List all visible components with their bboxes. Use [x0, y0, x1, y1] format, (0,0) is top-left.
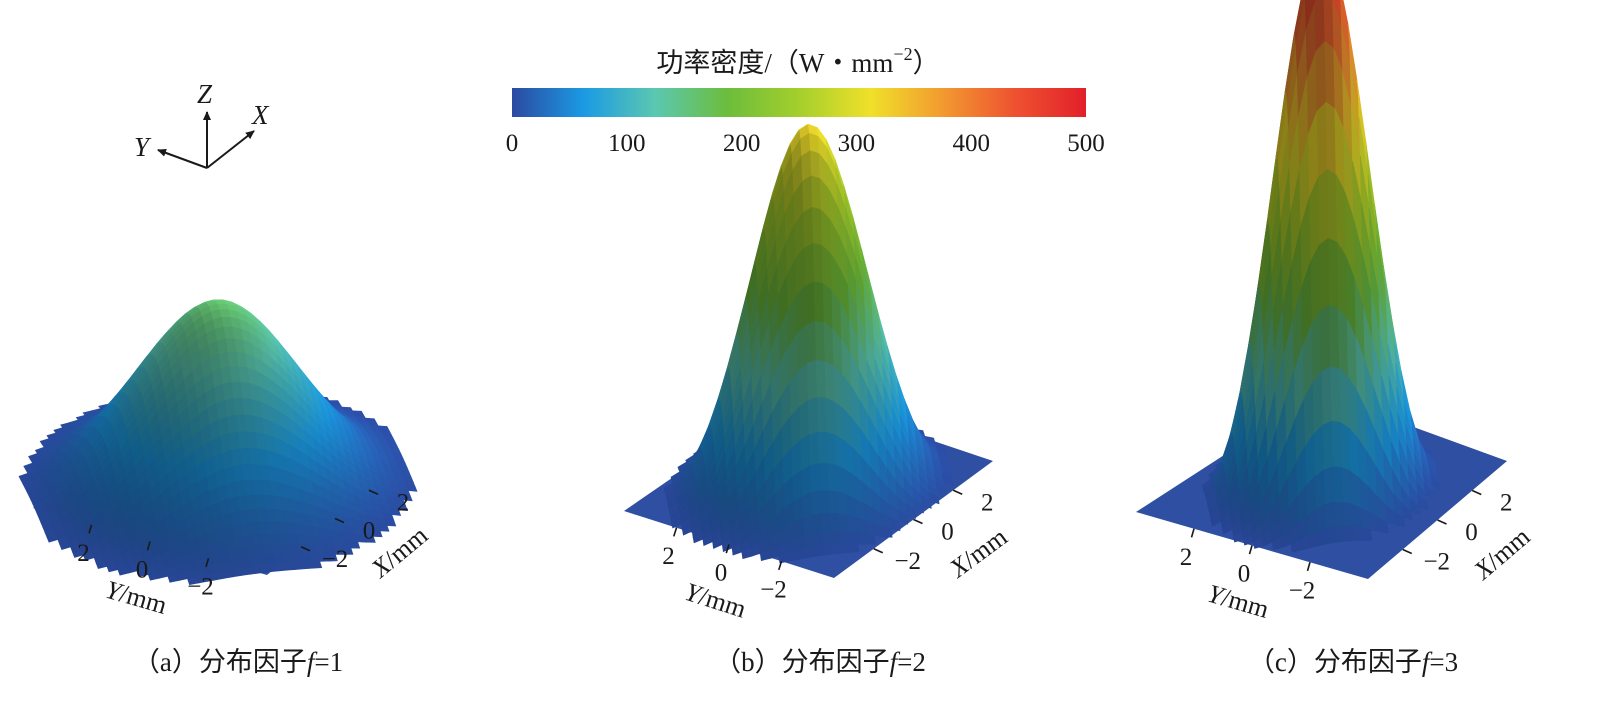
caption-c: （c）分布因子f=3 [1248, 647, 1458, 677]
x-tick-mark [334, 517, 345, 524]
x-tick-label: 0 [1465, 519, 1478, 546]
captions: （a）分布因子f=1 （b）分布因子f=2 （c）分布因子f=3 [133, 647, 1458, 677]
y-tick-mark [88, 524, 93, 534]
y-tick-label: 0 [715, 560, 728, 587]
y-axis-title: Y/mm [102, 575, 170, 620]
axis-x-label: X [251, 100, 270, 130]
x-tick-label: −2 [322, 546, 349, 573]
surface-mesh [18, 299, 418, 585]
colorbar-gradient [512, 88, 1086, 117]
x-tick-label: 2 [1500, 490, 1513, 517]
x-axis-title: X/mm [943, 522, 1012, 584]
axes-indicator: Z X Y [134, 79, 270, 169]
x-tick-label: 0 [363, 518, 376, 545]
y-tick-label: 0 [1238, 561, 1251, 588]
axis-y-label: Y [134, 132, 152, 162]
x-tick-mark [873, 548, 884, 554]
y-tick-mark [778, 561, 783, 571]
y-tick-mark [146, 541, 151, 551]
y-tick-mark [205, 558, 210, 568]
x-tick-label: 2 [397, 489, 410, 516]
colorbar-tick-label: 400 [952, 130, 990, 157]
y-tick-label: −2 [1289, 577, 1316, 604]
x-tick-mark [913, 518, 923, 525]
caption-b: （b）分布因子f=2 [714, 647, 926, 677]
y-tick-label: −2 [760, 576, 787, 603]
colorbar-tick-label: 200 [723, 130, 761, 157]
y-tick-label: 2 [662, 543, 675, 570]
y-tick-label: 2 [77, 540, 90, 567]
y-axis-title: Y/mm [1204, 579, 1272, 624]
x-tick-label: −2 [894, 548, 921, 575]
x-tick-label: 2 [981, 489, 994, 516]
caption-a: （a）分布因子f=1 [133, 647, 343, 677]
x-tick-mark [1402, 548, 1413, 555]
colorbar-tick-label: 0 [506, 130, 519, 157]
x-axis-title: X/mm [1468, 522, 1536, 586]
x-tick-mark [1437, 519, 1447, 525]
y-tick-mark [1190, 528, 1195, 538]
y-tick-label: 2 [1180, 544, 1193, 571]
colorbar-title: 功率密度/（W・mm−2） [656, 44, 939, 78]
x-tick-mark [1471, 489, 1482, 496]
surface-mesh [663, 123, 954, 564]
x-tick-mark [952, 489, 963, 495]
x-tick-mark [368, 489, 379, 495]
colorbar: 功率密度/（W・mm−2） 0 100 200 300 400 500 [506, 44, 1105, 157]
colorbar-tick-label: 300 [838, 130, 876, 157]
colorbar-tick-label: 100 [608, 130, 646, 157]
x-tick-mark [300, 546, 311, 552]
y-tick-mark [1248, 545, 1253, 555]
x-tick-label: 0 [941, 519, 954, 546]
y-tick-label: −2 [187, 573, 214, 600]
axis-z-label: Z [197, 79, 213, 109]
y-tick-mark [1306, 562, 1311, 572]
colorbar-tick-label: 500 [1067, 130, 1105, 157]
y-tick-mark [673, 527, 678, 537]
surface-mesh [1201, 0, 1442, 553]
x-tick-label: −2 [1423, 549, 1450, 576]
y-tick-label: 0 [136, 557, 149, 584]
y-tick-mark [725, 544, 730, 554]
